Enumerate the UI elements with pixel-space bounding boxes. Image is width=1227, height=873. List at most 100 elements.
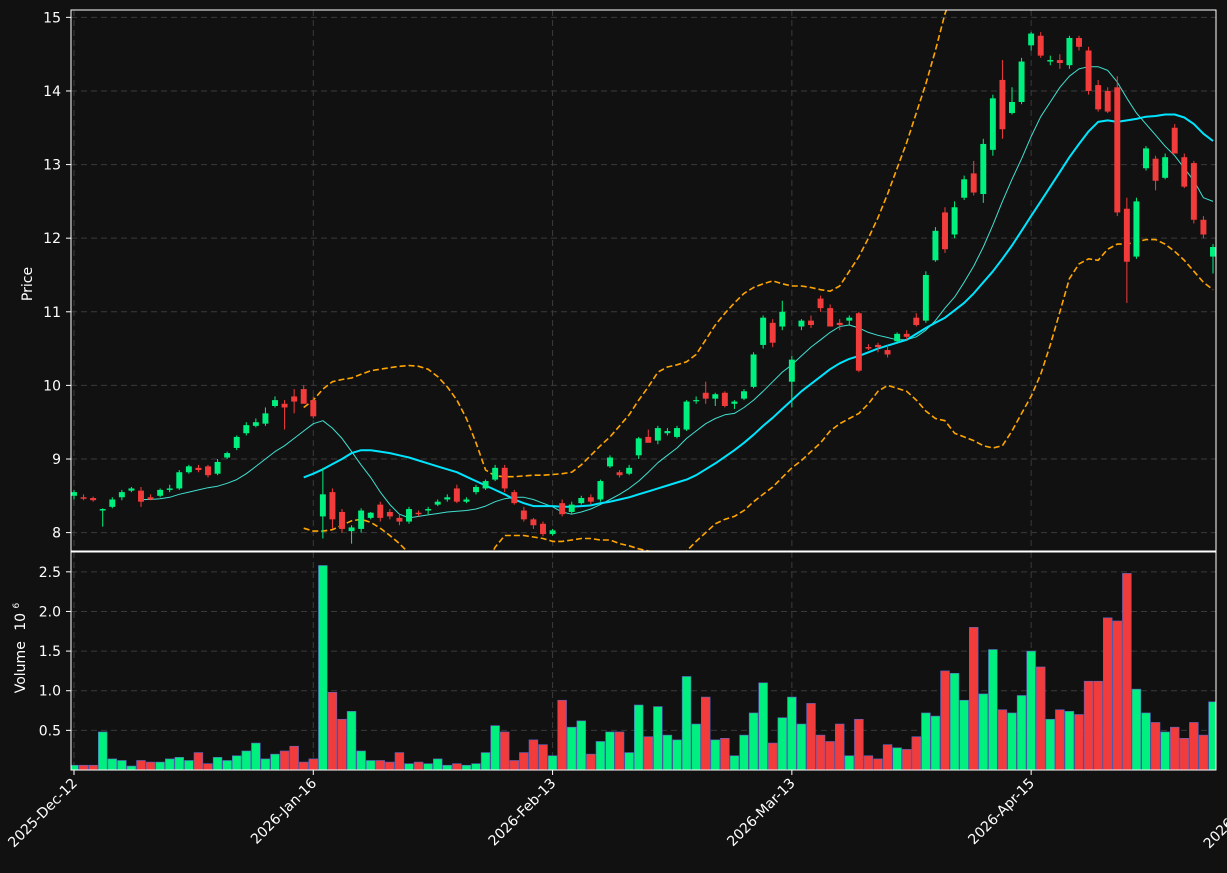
- volume-bar: [1150, 722, 1161, 770]
- candle-body: [195, 467, 202, 471]
- volume-y-ticks: 0.5 1.0 1.5 2.0 2.5: [39, 565, 71, 739]
- candle: [664, 428, 671, 436]
- candle: [453, 484, 460, 504]
- candle-body: [1104, 90, 1111, 112]
- volume-bar: [299, 761, 309, 770]
- volume-bar: [117, 760, 127, 770]
- candle-body: [463, 499, 470, 502]
- candle-body: [272, 400, 278, 406]
- candle-body: [71, 492, 77, 496]
- candle-body: [453, 488, 460, 502]
- candle-body: [568, 504, 575, 512]
- candle: [1133, 197, 1140, 259]
- candle: [980, 138, 987, 203]
- candle-body: [425, 509, 432, 511]
- price-y-ticks: 8 9 10 11 12 13 14 15: [43, 10, 71, 542]
- volume-bar: [969, 627, 979, 770]
- lower-band-line: [303, 238, 1214, 551]
- candle: [224, 451, 231, 459]
- candle-body: [396, 517, 403, 522]
- candle-body: [817, 298, 824, 309]
- candle-body: [1152, 158, 1159, 181]
- volume-bar: [662, 734, 673, 770]
- candle-body: [970, 173, 977, 193]
- candle-body: [980, 143, 987, 195]
- volume-bar: [78, 764, 89, 770]
- candle: [386, 509, 393, 520]
- volume-bar: [404, 763, 414, 770]
- candle: [205, 464, 211, 478]
- volume-bar: [279, 750, 290, 770]
- volume-bar: [1122, 573, 1132, 770]
- candle-body: [1037, 35, 1044, 56]
- candle-body: [683, 401, 690, 430]
- price-tick-label: 8: [52, 526, 61, 542]
- candle-body: [348, 527, 355, 532]
- candle-body: [961, 179, 968, 198]
- volume-bar: [1103, 617, 1113, 770]
- volume-bar: [854, 718, 864, 770]
- volume-bar: [768, 742, 778, 770]
- candle: [597, 479, 604, 502]
- volume-bar: [978, 693, 988, 770]
- volume-bar: [346, 711, 357, 770]
- volume-bar: [988, 649, 998, 770]
- candle: [951, 201, 958, 239]
- upper-band-line: [303, 10, 948, 478]
- candle-body: [540, 523, 546, 535]
- price-tick-label: 10: [43, 378, 61, 394]
- volume-bar: [1083, 680, 1094, 770]
- volume-bar: [787, 696, 797, 770]
- candle: [1152, 155, 1159, 191]
- candle: [80, 494, 87, 501]
- candle-body: [1200, 219, 1207, 235]
- candle: [329, 488, 336, 529]
- candle-body: [1181, 157, 1188, 187]
- candle-body: [1133, 201, 1140, 257]
- candle-body: [674, 428, 680, 437]
- volume-bar: [203, 763, 213, 770]
- volume-bar: [318, 565, 328, 770]
- candle-body: [626, 467, 633, 474]
- price-panel: 8 9 10 11 12 13 14 15 Price: [20, 9, 1217, 552]
- candle: [252, 418, 259, 428]
- candle: [626, 464, 633, 476]
- volume-bar: [758, 682, 768, 770]
- candle: [396, 514, 403, 526]
- candle-body: [894, 333, 901, 342]
- candle: [836, 319, 843, 331]
- candle: [319, 467, 326, 539]
- volume-bar: [212, 757, 223, 770]
- candle: [482, 479, 489, 490]
- candle-body: [1143, 148, 1149, 169]
- candle: [166, 484, 173, 493]
- volume-bar: [136, 760, 146, 770]
- volume-bar: [576, 720, 586, 770]
- candle: [817, 295, 824, 312]
- candle-body: [549, 530, 556, 535]
- volume-bar: [835, 723, 845, 770]
- volume-bar: [748, 712, 759, 770]
- candle-body: [1028, 33, 1035, 46]
- candle: [741, 389, 747, 401]
- candle: [999, 60, 1006, 139]
- candle-body: [760, 317, 767, 345]
- candle: [281, 400, 288, 430]
- candle-body: [827, 308, 834, 327]
- price-panel-frame: [70, 9, 1217, 552]
- candle-body: [884, 350, 891, 355]
- volume-bar: [681, 676, 692, 770]
- candle: [463, 497, 470, 504]
- candle: [750, 352, 757, 389]
- candle-body: [1076, 37, 1082, 47]
- candle-body: [788, 359, 795, 382]
- volume-bar: [452, 763, 462, 770]
- volume-bar: [882, 744, 893, 770]
- candle: [1076, 35, 1082, 51]
- candle: [1047, 55, 1054, 66]
- volume-bar: [270, 753, 280, 770]
- volume-bar: [777, 717, 787, 770]
- candle: [109, 497, 116, 509]
- volume-bar: [547, 755, 558, 770]
- candle-body: [185, 466, 192, 473]
